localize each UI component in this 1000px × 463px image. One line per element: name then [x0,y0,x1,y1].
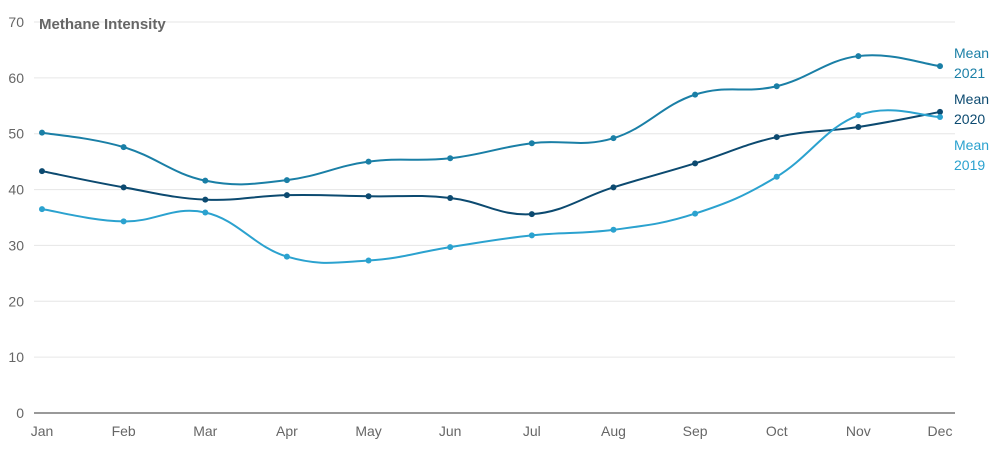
series-line-mean-2021 [41,54,941,186]
gridlines [34,21,955,414]
data-point-mean-2019-jun [447,244,454,251]
x-tick-label: Jan [31,423,54,439]
y-tick-label: 30 [8,237,24,253]
data-point-mean-2020-may [365,193,372,200]
data-point-mean-2020-sep [692,160,699,167]
y-tick-label: 70 [8,14,24,30]
y-tick-label: 0 [16,405,24,421]
series-label-mean-2021: Mean 2021 [954,45,989,81]
data-point-mean-2019-dec [937,113,943,120]
data-point-mean-2020-feb [120,184,127,191]
data-point-mean-2019-mar [202,209,209,216]
data-point-mean-2019-feb [120,218,127,225]
data-point-mean-2021-apr [283,177,290,184]
series-line-mean-2020 [41,110,941,216]
data-point-mean-2021-jan [39,129,45,136]
data-point-mean-2021-jun [447,155,454,162]
x-tick-label: Sep [683,423,708,439]
data-point-mean-2021-nov [855,53,862,60]
x-tick-label: Oct [766,423,788,439]
data-point-mean-2019-may [365,257,372,264]
x-tick-label: Dec [928,423,953,439]
y-tick-label: 50 [8,126,24,142]
data-point-mean-2020-apr [283,192,290,199]
series-lines [39,53,943,264]
data-point-mean-2020-dec [937,108,943,115]
data-point-mean-2019-sep [692,210,699,217]
data-point-mean-2021-may [365,158,372,165]
x-axis: Jan Feb Mar Apr May Jun Jul Aug Sep Oct Nov Dec [31,423,953,439]
y-tick-label: 10 [8,349,24,365]
y-tick-label: 60 [8,70,24,86]
x-tick-label: Jun [439,423,462,439]
x-tick-label: Mar [193,423,217,439]
data-point-mean-2021-aug [610,135,617,142]
x-tick-label: Feb [112,423,136,439]
y-axis: 0 10 20 30 40 50 60 70 [8,14,24,421]
data-point-mean-2020-jan [39,168,45,175]
x-tick-label: Jul [523,423,541,439]
x-tick-label: Nov [846,423,871,439]
data-point-mean-2019-aug [610,226,617,233]
data-point-mean-2020-aug [610,184,617,191]
x-tick-label: May [355,423,381,439]
data-point-mean-2021-dec [937,63,943,70]
data-point-mean-2019-jan [39,206,45,213]
data-point-mean-2020-oct [773,134,780,141]
x-tick-label: Aug [601,423,626,439]
data-point-mean-2019-nov [855,112,862,119]
data-point-mean-2019-oct [773,173,780,180]
data-point-mean-2020-nov [855,124,862,131]
series-mean-2019 [39,109,943,264]
data-point-mean-2019-apr [283,253,290,260]
series-line-mean-2019 [41,109,941,264]
series-labels: Mean 2021 Mean 2020 Mean 2019 [954,45,989,173]
series-label-mean-2020: Mean 2020 [954,91,989,127]
data-point-mean-2021-jul [528,140,535,147]
data-point-mean-2021-feb [120,144,127,151]
data-point-mean-2021-oct [773,83,780,90]
data-point-mean-2020-jul [528,211,535,218]
series-mean-2020 [39,108,943,218]
data-point-mean-2020-mar [202,196,209,203]
series-mean-2021 [39,53,943,186]
data-point-mean-2019-jul [528,232,535,239]
data-point-mean-2021-mar [202,177,209,184]
y-tick-label: 20 [8,293,24,309]
y-tick-label: 40 [8,182,24,198]
data-point-mean-2021-sep [692,91,699,98]
x-tick-label: Apr [276,423,298,439]
series-label-mean-2019: Mean 2019 [954,137,989,173]
chart-title: Methane Intensity [39,16,166,33]
data-point-mean-2020-jun [447,194,454,201]
